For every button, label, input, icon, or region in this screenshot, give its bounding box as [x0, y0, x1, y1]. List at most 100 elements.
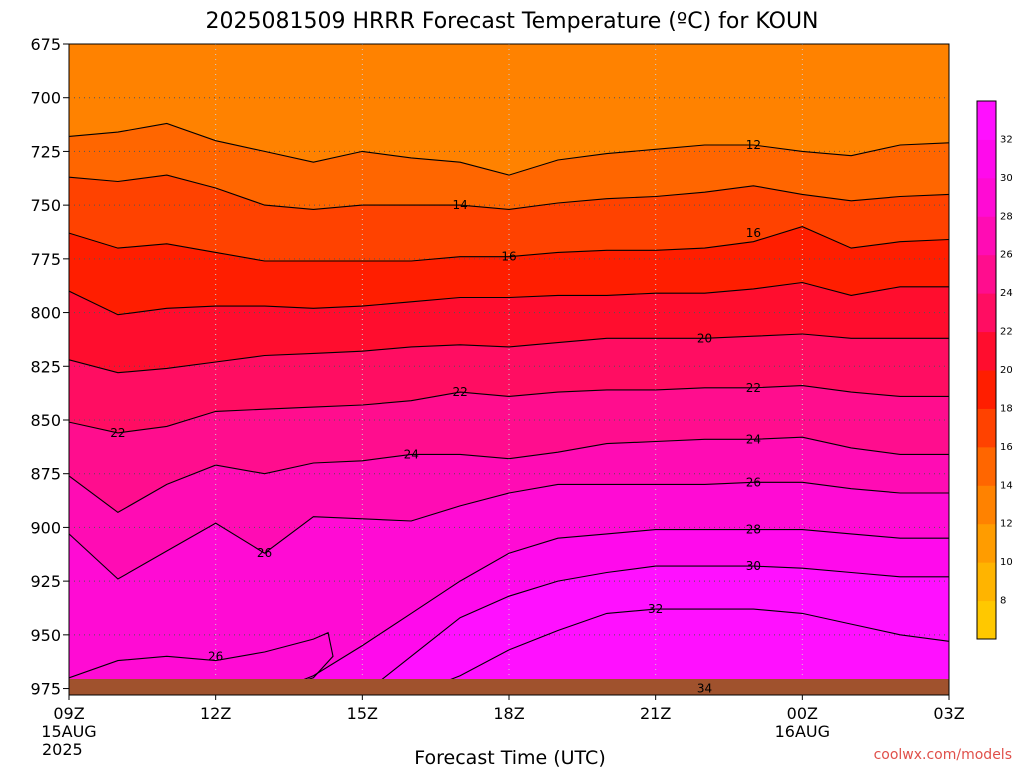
y-tick-label: 700	[30, 89, 61, 108]
contour-label-20: 20	[697, 331, 712, 345]
contour-label-22: 22	[746, 381, 761, 395]
colorbar-swatch	[977, 408, 996, 448]
fill-band-34	[566, 688, 941, 695]
contour-label-12: 12	[746, 138, 761, 152]
colorbar-label: 18	[1000, 403, 1013, 414]
colorbar-swatch	[977, 331, 996, 371]
y-tick-label: 925	[30, 572, 61, 591]
colorbar-swatch	[977, 139, 996, 179]
colorbar-swatch	[977, 562, 996, 602]
contour-label-24: 24	[404, 447, 419, 461]
colorbar-label: 26	[1000, 250, 1013, 261]
contour-line-26	[69, 481, 949, 580]
contour-label-22: 22	[452, 385, 467, 399]
contour-label-24: 24	[746, 432, 761, 446]
ground-strip	[69, 679, 949, 695]
contour-label-16: 16	[501, 250, 516, 264]
x-tick-year: 2025	[42, 740, 83, 759]
x-tick-label: 18Z	[493, 704, 524, 723]
contour-label-text: 30	[746, 559, 761, 573]
contour-line-18	[69, 281, 949, 316]
colorbar: 8 10 12 14 16 18 20 22 24 26 28 30 32	[976, 100, 1013, 640]
y-tick-label: 775	[30, 250, 61, 269]
contour-label-text: 14	[452, 198, 467, 212]
colorbar-label: 14	[1000, 480, 1013, 491]
contour-label-26: 26	[257, 546, 272, 560]
colorbar-swatch	[977, 600, 996, 640]
contour-line-12	[69, 122, 949, 176]
contour-label-text: 26	[208, 649, 223, 663]
contour-line-24	[69, 436, 949, 514]
x-tick-label: 15Z	[347, 704, 378, 723]
colorbar-swatch	[977, 216, 996, 256]
contour-label-32: 32	[648, 602, 663, 616]
colorbar-label: 10	[1000, 557, 1013, 568]
y-tick-label: 725	[30, 142, 61, 161]
colorbar-swatch	[977, 254, 996, 294]
credit-text: coolwx.com/models	[874, 747, 1012, 763]
contour-label-text: 34	[697, 682, 712, 696]
contour-label-text: 16	[501, 250, 516, 264]
contour-label-text: 20	[697, 331, 712, 345]
contour-label-34: 34	[697, 682, 712, 696]
colorbar-swatch	[977, 485, 996, 525]
colorbar-swatch	[977, 523, 996, 563]
contour-line-22	[69, 385, 949, 434]
contour-line-20	[69, 333, 949, 374]
contour-label-text: 32	[648, 602, 663, 616]
y-tick-label: 900	[30, 518, 61, 537]
contour-label-text: 22	[746, 381, 761, 395]
colorbar-swatch	[977, 446, 996, 486]
y-tick-label: 975	[30, 680, 61, 699]
contour-label-text: 24	[404, 447, 419, 461]
contour-label-30: 30	[746, 559, 761, 573]
y-tick-label: 800	[30, 304, 61, 323]
contour-label-14: 14	[452, 198, 467, 212]
y-tick-label: 850	[30, 411, 61, 430]
contour-label-text: 16	[746, 226, 761, 240]
x-tick-label: 03Z	[933, 704, 964, 723]
x-axis-label: Forecast Time (UTC)	[414, 747, 605, 768]
contour-label-text: 24	[746, 432, 761, 446]
x-tick-label: 09Z	[53, 704, 84, 723]
contour-label-26: 26	[746, 475, 761, 489]
y-tick-label: 950	[30, 626, 61, 645]
y-tick-label: 675	[30, 35, 61, 54]
contour-label-28: 28	[746, 523, 761, 537]
colorbar-label: 8	[1000, 596, 1006, 607]
chart-title: 2025081509 HRRR Forecast Temperature (ºC…	[205, 9, 818, 34]
contour-line-16	[69, 226, 949, 262]
colorbar-swatch	[977, 177, 996, 217]
y-tick-label: 750	[30, 196, 61, 215]
fill-band-32	[371, 609, 949, 695]
contour-label-26: 26	[208, 649, 223, 663]
contour-line-32	[410, 608, 949, 695]
x-tick-date: 15AUG	[41, 722, 96, 741]
colorbar-swatch	[977, 101, 996, 140]
colorbar-label: 20	[1000, 365, 1013, 376]
contour-label-layer: 12 14 16 16 20 22 22 22 24 24 26 26 28 30 32 34 26	[110, 138, 761, 696]
contour-label-text: 12	[746, 138, 761, 152]
colorbar-label: 16	[1000, 442, 1013, 453]
colorbar-frame	[976, 100, 997, 640]
colorbar-label: 32	[1000, 134, 1013, 145]
colorbar-swatch	[977, 293, 996, 333]
x-tick-label: 12Z	[200, 704, 231, 723]
contour-label-16: 16	[746, 226, 761, 240]
temperature-fill-layer	[69, 44, 949, 695]
colorbar-swatch	[977, 370, 996, 409]
colorbar-label: 12	[1000, 519, 1013, 530]
contour-label-text: 26	[746, 475, 761, 489]
contour-line-14	[69, 174, 949, 210]
y-tick-label: 875	[30, 465, 61, 484]
contour-label-text: 28	[746, 523, 761, 537]
x-tick-date: 16AUG	[775, 722, 830, 741]
x-tick-label: 21Z	[640, 704, 671, 723]
contour-label-text: 22	[110, 426, 125, 440]
x-tick-label: 00Z	[787, 704, 818, 723]
contour-line-28	[264, 529, 949, 695]
contour-label-22: 22	[110, 426, 125, 440]
contour-label-text: 26	[257, 546, 272, 560]
y-tick-label: 825	[30, 357, 61, 376]
